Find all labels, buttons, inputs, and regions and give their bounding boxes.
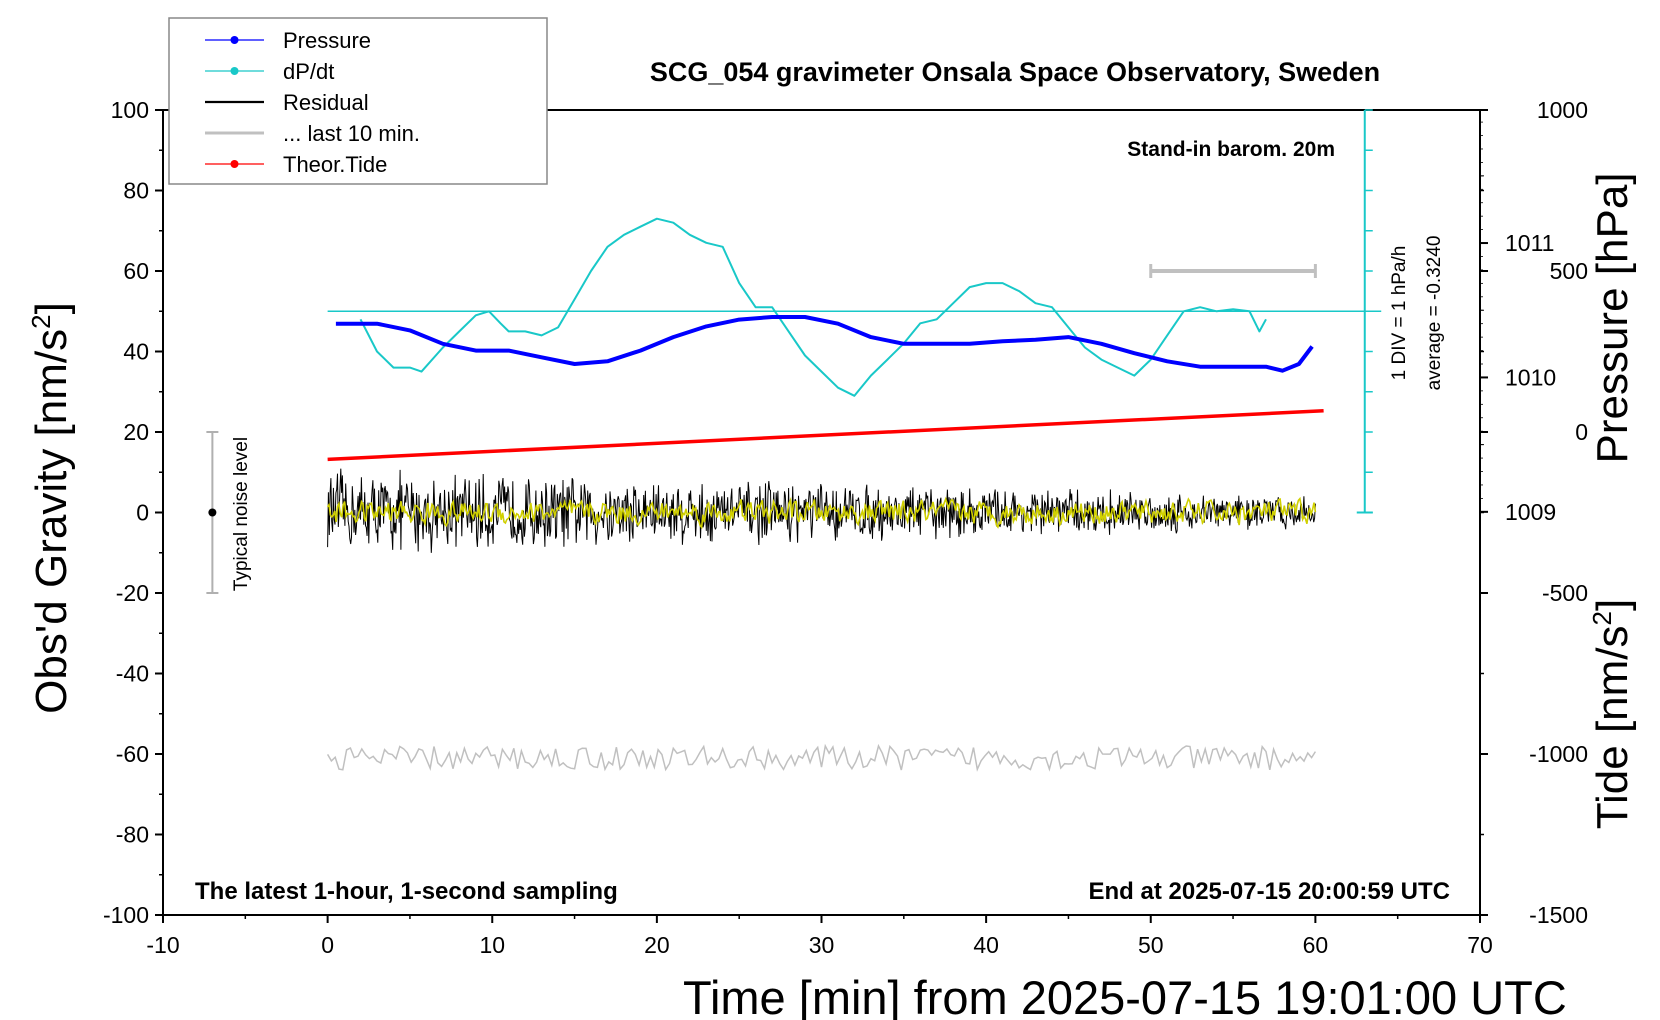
latest-hour-note: The latest 1-hour, 1-second sampling: [195, 878, 618, 905]
x-tick-label: 60: [1303, 932, 1329, 958]
tide-tick-label: -1500: [1529, 902, 1588, 928]
pressure-tick-label: 1009: [1505, 499, 1556, 525]
y-tick-label: 40: [123, 339, 149, 365]
noise-level-label: Typical noise level: [231, 437, 252, 591]
x-tick-label: 20: [644, 932, 670, 958]
x-tick-label: 70: [1467, 932, 1493, 958]
tide-axis-label-main: Tide [nm/s: [1588, 625, 1637, 829]
pressure-axis-ticks: 1009 1010 1011: [1480, 121, 1556, 525]
pressure-tick-label: 1011: [1505, 230, 1554, 256]
series-layer: [206, 217, 1324, 772]
y-axis-label-main: Obs'd Gravity [nm/s: [27, 329, 76, 714]
legend-label: dP/dt: [283, 59, 334, 84]
dpdt-scale-axis: [327, 109, 1382, 514]
smoothed-residual-series: [326, 496, 1317, 530]
dpdt-series: [359, 217, 1267, 397]
y-tick-label: 80: [123, 178, 149, 204]
tide-axis-label-end: ]: [1588, 599, 1637, 611]
standin-barometer-note: Stand-in barom. 20m: [1127, 138, 1335, 161]
x-tick-label: -10: [146, 932, 179, 958]
y-tick-label: -60: [116, 741, 149, 767]
tide-axis-ticks: -1500 -1000 -500 0 500 1000: [1480, 97, 1588, 928]
x-tick-label: 0: [321, 932, 334, 958]
y-tick-label: 60: [123, 258, 149, 284]
tide-series: [327, 409, 1324, 462]
tide-tick-label: 500: [1550, 258, 1588, 284]
noise-bar-center-dot: [208, 508, 217, 517]
tide-tick-label: -1000: [1529, 741, 1588, 767]
y-axis-label-end: ]: [27, 302, 76, 314]
x-tick-label: 50: [1138, 932, 1164, 958]
dpdt-average-note: average = -0.3240: [1424, 236, 1445, 391]
chart-title: SCG_054 gravimeter Onsala Space Observat…: [650, 57, 1380, 87]
legend-marker: [230, 160, 239, 168]
y-axis-label-sup: 2: [26, 314, 56, 328]
tide-axis-label: Tide [nm/s2]: [1587, 599, 1637, 829]
y-tick-label: 100: [111, 97, 149, 123]
legend-label: Residual: [283, 90, 369, 115]
tide-axis-label-sup: 2: [1587, 611, 1617, 625]
y-tick-label: -80: [116, 822, 149, 848]
legend-marker: [230, 36, 239, 44]
x-tick-label: 40: [973, 932, 999, 958]
legend-items: Pressure dP/dt Residual ... last 10 min. The…: [205, 28, 420, 177]
x-axis-ticks: -10 0 10 20 30 40 50 60 70: [146, 915, 1493, 958]
pressure-axis-label: Pressure [hPa]: [1588, 172, 1637, 463]
legend-label: Theor.Tide: [283, 152, 387, 177]
tide-tick-label: 1000: [1537, 97, 1588, 123]
tide-tick-label: -500: [1542, 580, 1588, 606]
legend-label: Pressure: [283, 28, 371, 53]
y-tick-label: -20: [116, 580, 149, 606]
residual-series: [327, 468, 1316, 553]
pressure-tick-label: 1010: [1505, 364, 1556, 390]
y-tick-label: 20: [123, 419, 149, 445]
y-tick-label: 0: [136, 500, 149, 526]
y-tick-label: -100: [103, 902, 149, 928]
legend-label: ... last 10 min.: [283, 121, 420, 146]
legend-marker: [230, 67, 239, 75]
y-axis-ticks: -100 -80 -60 -40 -20 0 20 40 60 80 100: [103, 97, 163, 928]
y-tick-label: -40: [116, 661, 149, 687]
x-axis-label: Time [min] from 2025-07-15 19:01:00 UTC: [683, 971, 1567, 1020]
legend: Pressure dP/dt Residual ... last 10 min. The…: [168, 17, 548, 185]
y-axis-label: Obs'd Gravity [nm/s2]: [26, 302, 76, 714]
end-time-note: End at 2025-07-15 20:00:59 UTC: [1089, 878, 1451, 905]
x-tick-label: 10: [479, 932, 505, 958]
x-tick-label: 30: [809, 932, 835, 958]
tide-tick-label: 0: [1575, 419, 1588, 445]
last-10-min-series: [326, 743, 1317, 772]
dpdt-division-note: 1 DIV = 1 hPa/h: [1389, 246, 1410, 381]
pressure-series: [335, 315, 1314, 373]
